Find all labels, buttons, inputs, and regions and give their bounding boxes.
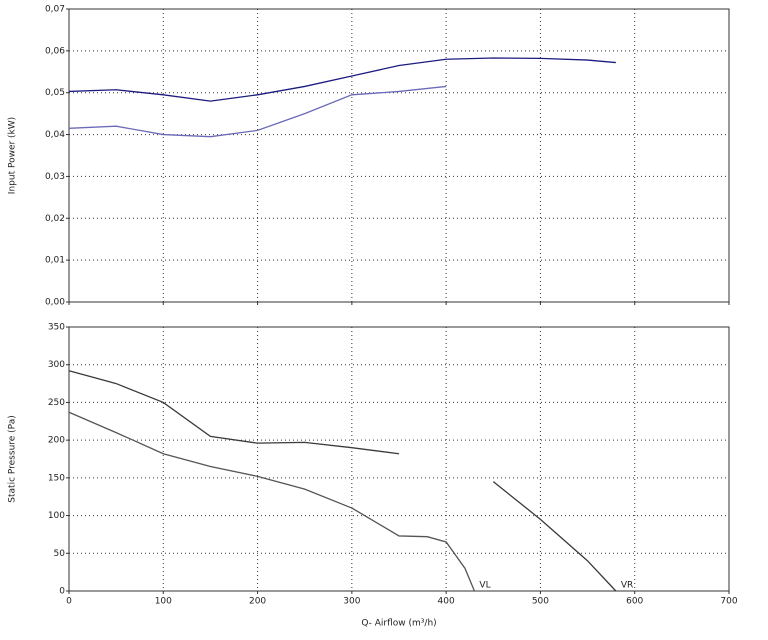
y-axis-title: Input Power (kW) xyxy=(8,117,18,194)
y-tick-label: 100 xyxy=(48,511,65,521)
y-axis-title: Static Pressure (Pa) xyxy=(8,415,18,502)
y-tick-label: 0,05 xyxy=(45,88,65,98)
x-tick-label: 600 xyxy=(626,597,643,607)
x-axis-title: Q- Airflow (m³/h) xyxy=(361,619,436,629)
x-tick-label: 500 xyxy=(532,597,549,607)
y-tick-label: 300 xyxy=(48,360,65,370)
series-label: VL xyxy=(479,581,490,591)
line xyxy=(68,411,476,592)
y-tick-label: 50 xyxy=(54,549,66,559)
y-tick-label: 0 xyxy=(59,587,65,597)
y-tick-label: 0,01 xyxy=(45,256,65,266)
line xyxy=(68,370,617,592)
line xyxy=(68,85,447,138)
y-tick-label: 0,06 xyxy=(45,46,65,56)
x-tick-label: 100 xyxy=(155,597,172,607)
plot-frame xyxy=(68,326,730,592)
x-tick-label: 200 xyxy=(249,597,266,607)
y-tick-label: 350 xyxy=(48,323,65,333)
y-tick-label: 250 xyxy=(48,398,65,408)
y-tick-label: 0,03 xyxy=(45,172,65,182)
y-tick-label: 150 xyxy=(48,473,65,483)
y-tick-label: 0,04 xyxy=(45,130,65,140)
x-tick-label: 700 xyxy=(720,597,737,607)
y-tick-label: 0,07 xyxy=(45,5,65,15)
line xyxy=(68,57,616,102)
x-tick-label: 0 xyxy=(66,597,72,607)
y-tick-label: 200 xyxy=(48,436,65,446)
series-label: VR xyxy=(621,581,633,591)
x-tick-label: 300 xyxy=(343,597,360,607)
x-tick-label: 400 xyxy=(438,597,455,607)
y-tick-label: 0,00 xyxy=(45,298,65,308)
y-tick-label: 0,02 xyxy=(45,214,65,224)
plot-frame xyxy=(68,8,730,303)
